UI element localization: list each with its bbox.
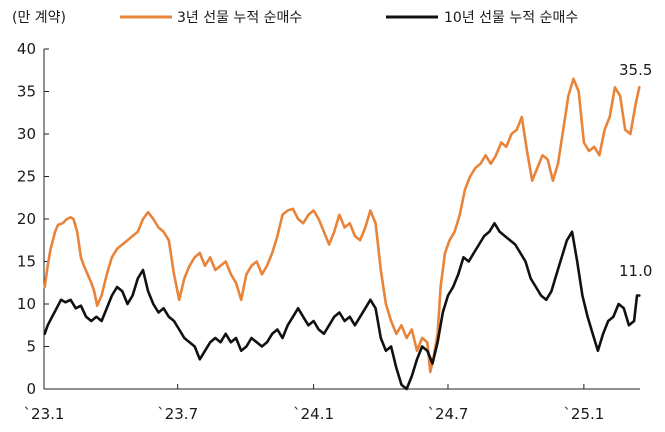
- y-tick-label: 5: [26, 338, 36, 356]
- y-tick-label: 40: [17, 40, 36, 58]
- x-tick-label: `23.1: [24, 405, 65, 423]
- y-tick-label: 0: [26, 380, 36, 398]
- y-tick-label: 35: [17, 83, 36, 101]
- y-axis-unit-label: (만 계약): [12, 10, 66, 26]
- x-tick-label: `24.7: [428, 405, 469, 423]
- end-label-3y: 35.5: [619, 61, 652, 79]
- x-axis: `23.1 `23.7 `24.1 `24.7 `25.1: [24, 384, 640, 423]
- y-tick-label: 30: [17, 125, 36, 143]
- end-label-10y: 11.0: [619, 262, 652, 280]
- y-tick-label: 25: [17, 168, 36, 186]
- series-line-10y: [43, 222, 641, 391]
- y-tick-label: 10: [17, 295, 36, 313]
- y-axis: 0 5 10 15 20 25 30 35 40: [17, 40, 49, 398]
- series-layer: [43, 77, 641, 391]
- x-tick-label: `24.1: [293, 405, 334, 423]
- series-line-3y: [43, 77, 641, 374]
- x-tick-label: `23.7: [157, 405, 198, 423]
- legend-label-3y: 3년 선물 누적 순매수: [177, 10, 302, 26]
- y-tick-label: 15: [17, 253, 36, 271]
- legend-label-10y: 10년 선물 누적 순매수: [444, 10, 578, 26]
- legend: 3년 선물 누적 순매수 10년 선물 누적 순매수: [120, 10, 578, 26]
- x-tick-label: `25.1: [563, 405, 604, 423]
- y-tick-label: 20: [17, 210, 36, 228]
